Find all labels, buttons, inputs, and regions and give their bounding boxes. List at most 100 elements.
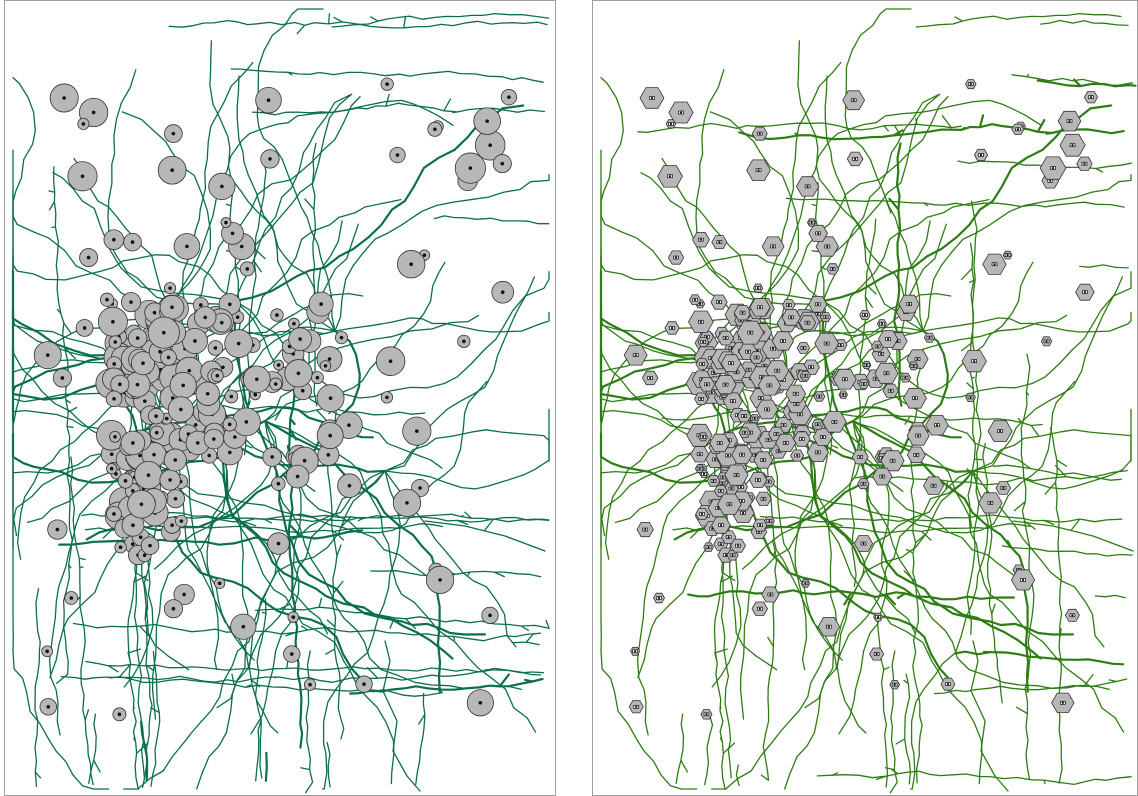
station-symbol[interactable] (713, 484, 728, 497)
station-symbol[interactable] (334, 331, 349, 345)
station-symbol[interactable] (106, 463, 118, 475)
station-symbol[interactable] (813, 391, 826, 402)
station-symbol[interactable] (288, 327, 312, 351)
station-symbol[interactable] (785, 384, 807, 403)
station-symbol[interactable] (736, 320, 765, 345)
station-symbol[interactable] (808, 296, 828, 313)
station-symbol[interactable] (753, 451, 774, 469)
station-symbol[interactable] (316, 422, 344, 450)
station-symbol[interactable] (806, 218, 817, 227)
station-symbol[interactable] (873, 612, 884, 622)
station-symbol[interactable] (454, 152, 486, 184)
station-symbol[interactable] (103, 229, 125, 251)
station-symbol[interactable] (748, 472, 768, 488)
station-symbol[interactable] (751, 601, 769, 616)
station-symbol[interactable] (965, 79, 977, 90)
station-symbol[interactable] (664, 321, 680, 335)
station-symbol[interactable] (706, 475, 721, 487)
station-symbol[interactable] (308, 291, 334, 317)
station-symbol[interactable] (287, 611, 300, 623)
station-symbol[interactable] (861, 360, 872, 370)
station-symbol[interactable] (105, 390, 123, 408)
station-symbol[interactable] (973, 148, 989, 162)
station-symbol[interactable] (795, 176, 820, 197)
station-symbol[interactable] (700, 709, 713, 720)
station-symbol[interactable] (242, 365, 271, 394)
station-symbol[interactable] (49, 83, 79, 113)
station-symbol[interactable] (112, 707, 127, 722)
station-symbol[interactable] (717, 330, 735, 346)
station-symbol[interactable] (397, 250, 426, 279)
station-symbol[interactable] (1039, 156, 1067, 180)
station-symbol[interactable] (752, 518, 768, 532)
station-symbol[interactable] (653, 592, 665, 604)
station-symbol[interactable] (285, 464, 310, 489)
station-symbol[interactable] (697, 432, 709, 442)
station-symbol[interactable] (230, 613, 257, 640)
station-symbol[interactable] (761, 236, 785, 257)
station-symbol[interactable] (749, 414, 760, 424)
station-symbol[interactable] (817, 617, 841, 637)
station-symbol[interactable] (733, 305, 752, 321)
station-symbol[interactable] (730, 538, 746, 553)
station-symbol[interactable] (79, 248, 99, 267)
station-symbol[interactable] (965, 392, 976, 402)
station-symbol[interactable] (771, 331, 795, 351)
station-symbol[interactable] (906, 425, 930, 446)
station-symbol[interactable] (737, 410, 752, 423)
station-symbol[interactable] (173, 583, 195, 606)
station-symbol[interactable] (164, 124, 183, 143)
station-symbol[interactable] (665, 119, 677, 129)
station-symbol[interactable] (319, 360, 332, 372)
station-symbol[interactable] (898, 294, 920, 314)
station-symbol[interactable] (481, 606, 499, 624)
station-symbol[interactable] (775, 433, 797, 452)
station-symbol[interactable] (147, 316, 180, 349)
station-symbol[interactable] (724, 464, 749, 486)
station-symbol[interactable] (106, 506, 122, 522)
station-symbol[interactable] (755, 399, 779, 420)
station-symbol[interactable] (695, 508, 709, 520)
station-symbol[interactable] (220, 217, 232, 228)
station-symbol[interactable] (273, 359, 285, 371)
road-network-map-circles[interactable] (5, 1, 556, 796)
station-symbol[interactable] (695, 358, 709, 370)
station-symbol[interactable] (826, 263, 840, 275)
station-symbol[interactable] (121, 292, 142, 313)
station-symbol[interactable] (814, 332, 840, 355)
station-symbol[interactable] (41, 645, 53, 658)
station-symbol[interactable] (882, 383, 899, 398)
station-symbol[interactable] (1051, 692, 1075, 713)
station-symbol[interactable] (757, 375, 782, 396)
station-symbol[interactable] (755, 491, 772, 506)
station-symbol[interactable] (163, 599, 183, 619)
station-symbol[interactable] (694, 392, 709, 405)
station-symbol[interactable] (657, 165, 683, 188)
station-symbol[interactable] (877, 330, 899, 348)
station-symbol[interactable] (710, 294, 728, 310)
station-symbol[interactable] (269, 377, 283, 391)
station-symbol[interactable] (165, 489, 186, 509)
station-symbol[interactable] (639, 87, 665, 109)
station-symbol[interactable] (169, 371, 197, 399)
station-symbol[interactable] (853, 535, 874, 552)
station-symbol[interactable] (857, 478, 870, 490)
station-symbol[interactable] (380, 391, 394, 404)
station-symbol[interactable] (175, 514, 188, 528)
station-symbol[interactable] (310, 371, 324, 385)
station-symbol[interactable] (195, 381, 220, 406)
station-symbol[interactable] (108, 335, 122, 349)
station-symbol[interactable] (869, 647, 885, 661)
station-symbol[interactable] (427, 121, 443, 137)
station-symbol[interactable] (208, 172, 236, 200)
station-symbol[interactable] (157, 155, 187, 185)
station-symbol[interactable] (889, 680, 901, 690)
station-symbol[interactable] (876, 319, 888, 328)
station-symbol[interactable] (800, 579, 811, 588)
station-symbol[interactable] (1010, 569, 1036, 591)
station-symbol[interactable] (222, 417, 237, 432)
station-symbol[interactable] (1011, 123, 1025, 135)
station-symbol[interactable] (722, 392, 743, 410)
station-symbol[interactable] (466, 689, 494, 717)
station-symbol[interactable] (899, 372, 912, 383)
